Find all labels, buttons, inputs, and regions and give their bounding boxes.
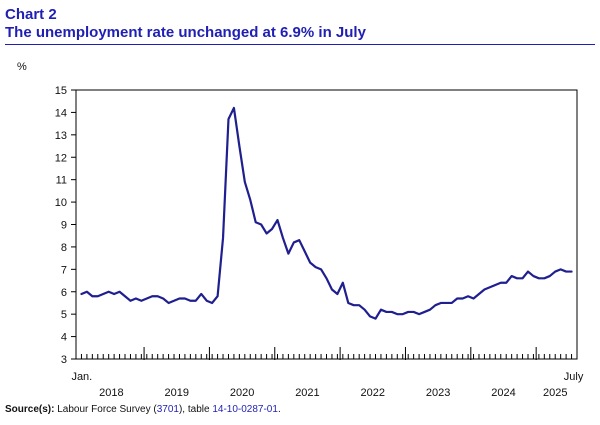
x-year-label: 2023 [426,387,450,399]
y-tick-label: 9 [61,220,67,232]
x-year-label: 2020 [230,387,254,399]
y-tick-label: 8 [61,242,67,254]
y-tick-label: 3 [61,354,67,366]
y-tick-label: 7 [61,264,67,276]
x-year-label: 2022 [361,387,385,399]
y-axis-label: % [17,61,27,73]
y-tick-label: 10 [55,197,67,209]
y-tick-label: 14 [55,107,67,119]
y-tick-label: 4 [61,332,67,344]
source-label: Source(s): [5,404,55,415]
x-start-month-label: Jan. [71,371,92,383]
source-text-3: . [277,404,281,415]
y-tick-label: 12 [55,152,67,164]
source-text-1: Labour Force Survey ( [54,404,157,415]
chart-number: Chart 2 [5,6,57,23]
y-tick-label: 5 [61,309,67,321]
x-year-label: 2024 [491,387,515,399]
plot-frame [75,89,578,360]
x-year-label: 2019 [165,387,189,399]
title-divider [5,44,595,45]
table-number-link[interactable]: 14-10-0287-01 [212,404,278,415]
x-year-label: 2018 [99,387,123,399]
y-tick-label: 6 [61,287,67,299]
y-tick-label: 11 [56,175,67,187]
x-end-month-label: July [564,371,584,383]
x-year-label: 2021 [295,387,319,399]
unemployment-rate-line [80,106,573,320]
survey-number-link[interactable]: 3701 [156,404,179,415]
source-text-2: ), table [178,404,213,415]
chart-title: The unemployment rate unchanged at 6.9% … [5,24,366,41]
y-tick-label: 15 [55,85,67,97]
x-year-label: 2025 [543,387,567,399]
y-tick-label: 13 [55,130,67,142]
source-note: Source(s): Labour Force Survey (3701), t… [5,404,281,416]
